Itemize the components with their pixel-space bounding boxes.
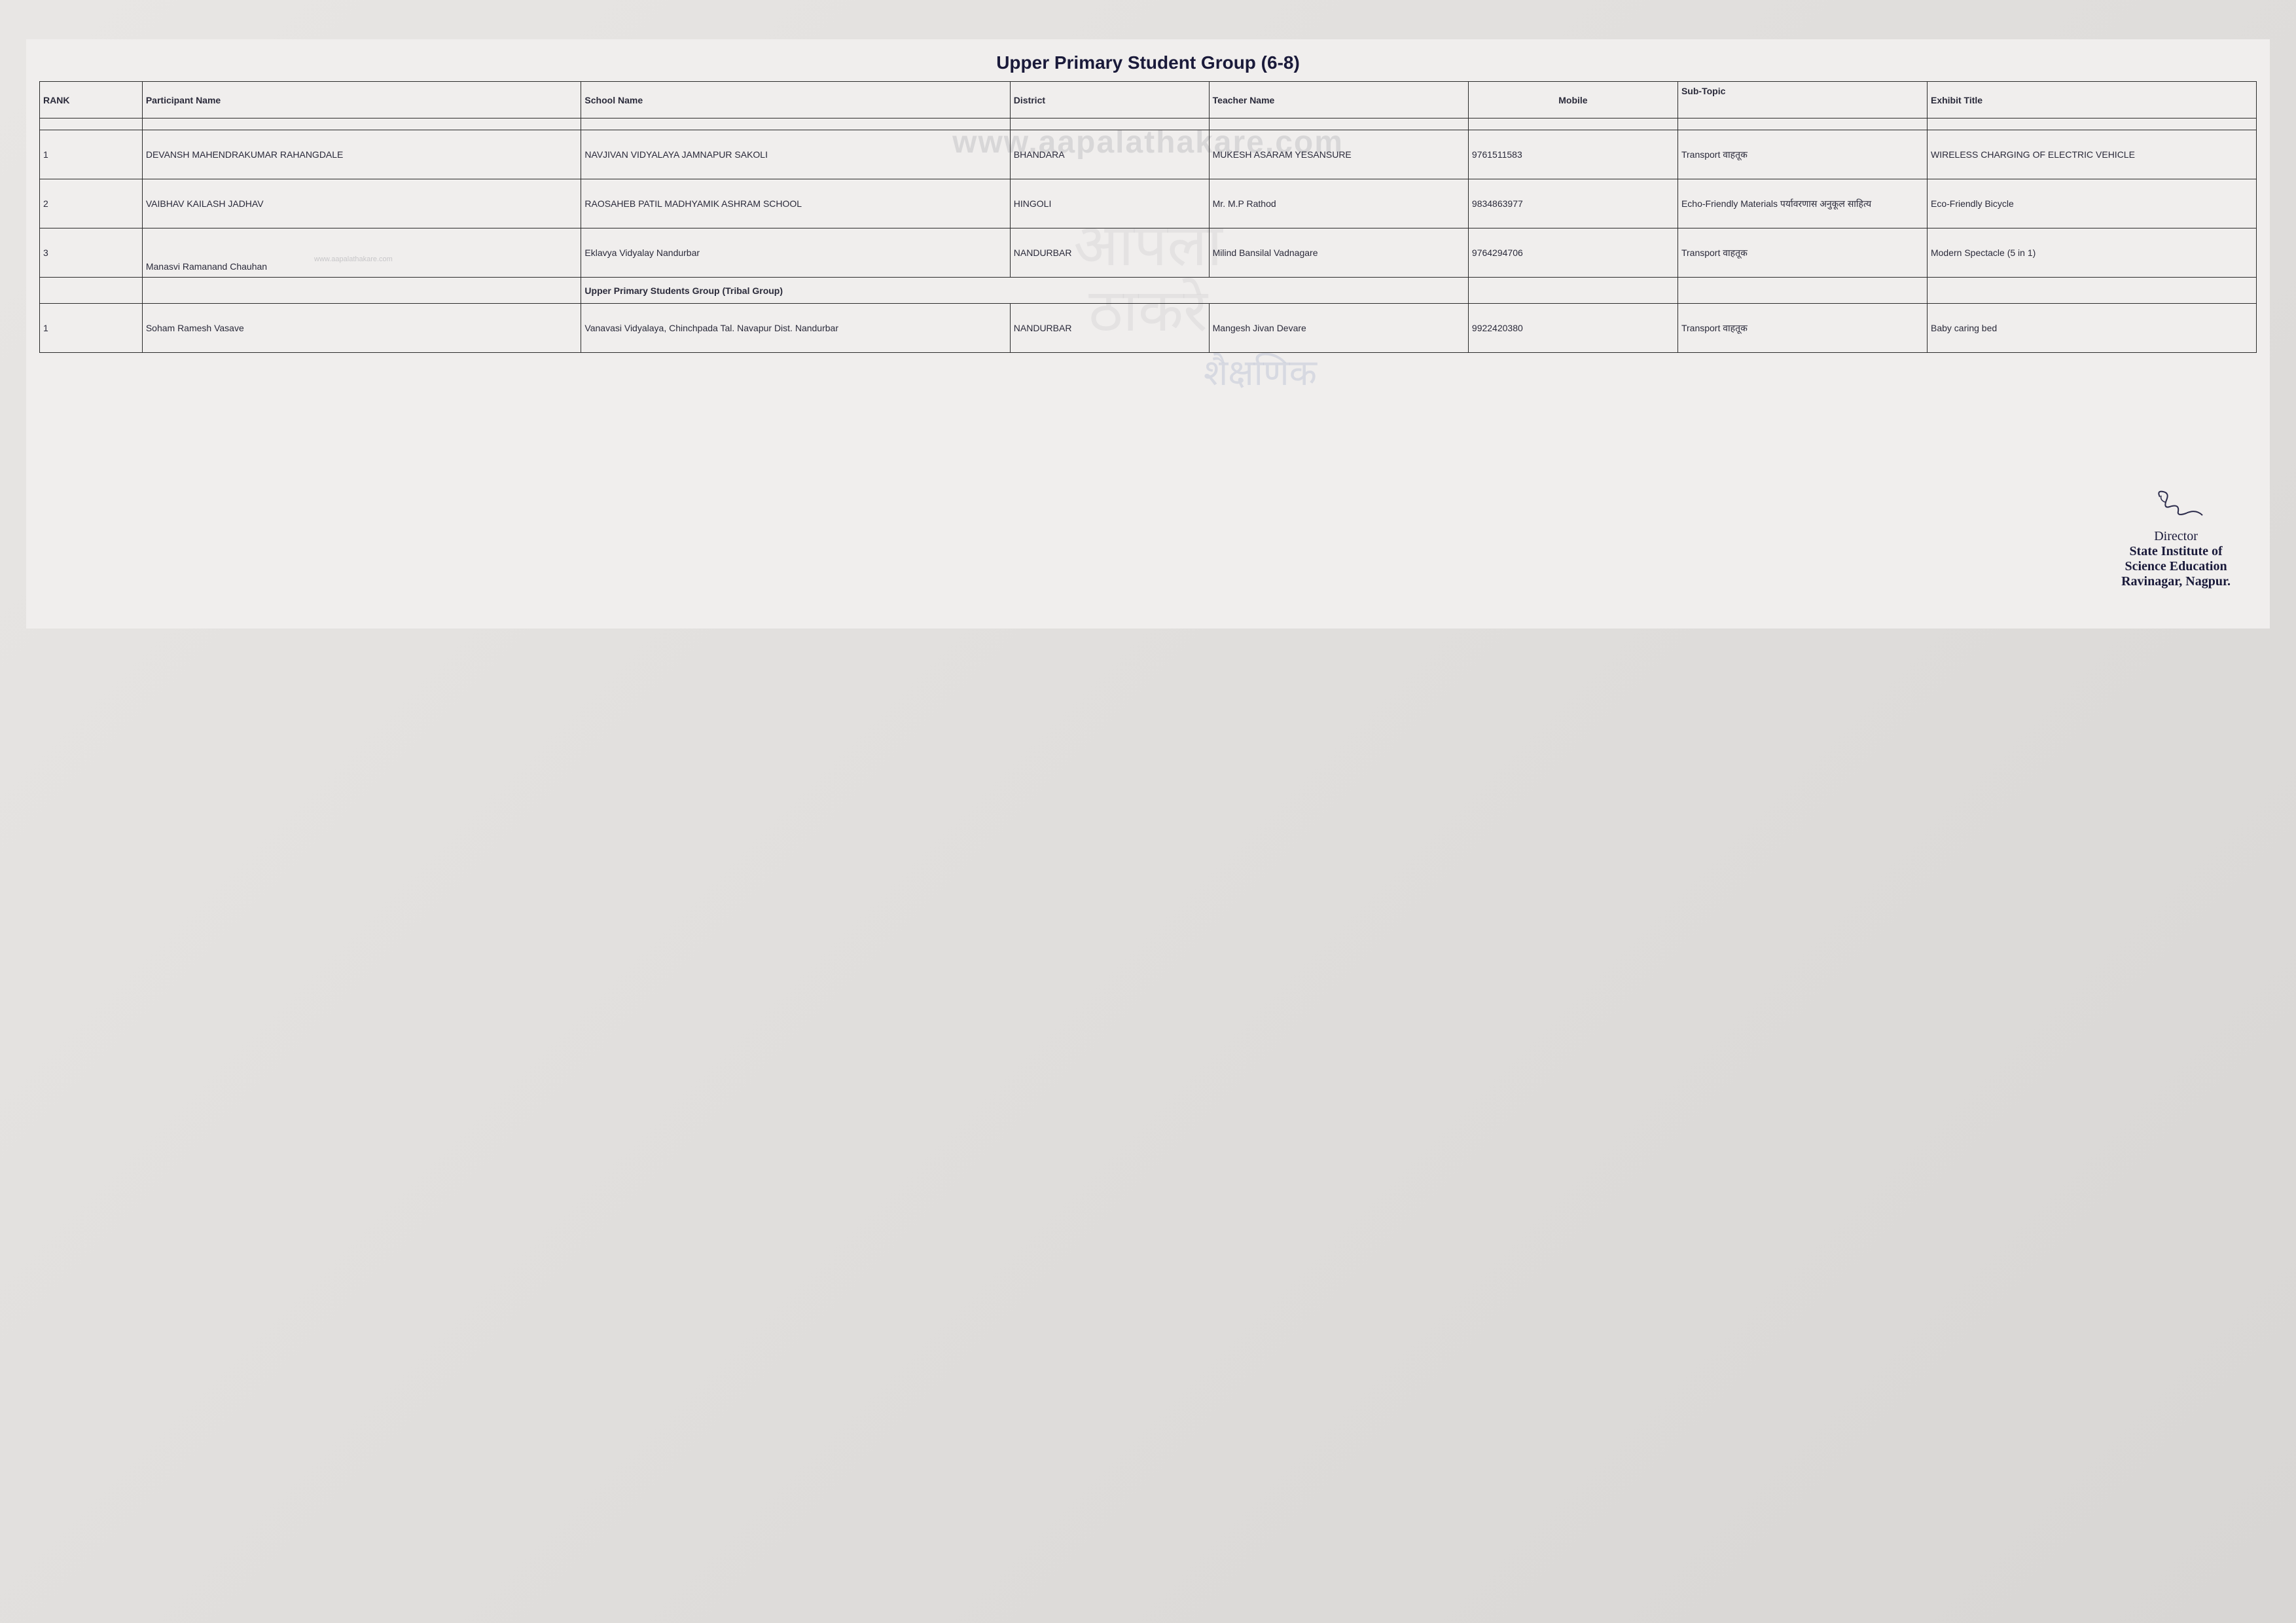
watermark-devanagari-3: शैक्षणिक <box>1204 347 1317 396</box>
cell-rank: 1 <box>40 304 143 353</box>
section-header: Upper Primary Students Group (Tribal Gro… <box>581 278 1468 304</box>
cell-school: Vanavasi Vidyalaya, Chinchpada Tal. Nava… <box>581 304 1010 353</box>
cell-participant: Manasvi Ramanand Chauhan <box>142 228 581 278</box>
col-header-rank: RANK <box>40 82 143 119</box>
cell-mobile: 9761511583 <box>1468 130 1677 179</box>
col-header-district: District <box>1010 82 1209 119</box>
col-header-school: School Name <box>581 82 1010 119</box>
cell-district: NANDURBAR <box>1010 304 1209 353</box>
signature-line-1: Director <box>2121 529 2231 544</box>
cell-subtopic: Transport वाहतूक <box>1677 304 1927 353</box>
signature-line-2: State Institute of <box>2121 544 2231 559</box>
col-header-mobile: Mobile <box>1468 82 1677 119</box>
cell-subtopic: Transport वाहतूक <box>1677 228 1927 278</box>
col-header-participant: Participant Name <box>142 82 581 119</box>
document-page: Upper Primary Student Group (6-8) www.aa… <box>26 39 2270 629</box>
cell-exhibit: WIRELESS CHARGING OF ELECTRIC VEHICLE <box>1927 130 2256 179</box>
cell-district: BHANDARA <box>1010 130 1209 179</box>
cell-rank: 3 <box>40 228 143 278</box>
cell-subtopic: Transport वाहतूक <box>1677 130 1927 179</box>
cell-subtopic: Echo-Friendly Materials पर्यावरणास अनुकू… <box>1677 179 1927 228</box>
signature-block: Director State Institute of Science Educ… <box>2121 484 2231 589</box>
cell-school: NAVJIVAN VIDYALAYA JAMNAPUR SAKOLI <box>581 130 1010 179</box>
cell-exhibit: Modern Spectacle (5 in 1) <box>1927 228 2256 278</box>
cell-school: RAOSAHEB PATIL MADHYAMIK ASHRAM SCHOOL <box>581 179 1010 228</box>
cell-rank: 2 <box>40 179 143 228</box>
cell-school: Eklavya Vidyalay Nandurbar <box>581 228 1010 278</box>
table-row: 1 DEVANSH MAHENDRAKUMAR RAHANGDALE NAVJI… <box>40 130 2257 179</box>
page-title: Upper Primary Student Group (6-8) <box>39 52 2257 73</box>
cell-participant: VAIBHAV KAILASH JADHAV <box>142 179 581 228</box>
section-header-row: Upper Primary Students Group (Tribal Gro… <box>40 278 2257 304</box>
cell-mobile: 9764294706 <box>1468 228 1677 278</box>
table-header-row: RANK Participant Name School Name Distri… <box>40 82 2257 119</box>
table-row: 3 Manasvi Ramanand Chauhan Eklavya Vidya… <box>40 228 2257 278</box>
table-row: 1 Soham Ramesh Vasave Vanavasi Vidyalaya… <box>40 304 2257 353</box>
signature-line-4: Ravinagar, Nagpur. <box>2121 574 2231 589</box>
cell-district: HINGOLI <box>1010 179 1209 228</box>
empty-row <box>40 119 2257 130</box>
results-table: RANK Participant Name School Name Distri… <box>39 81 2257 353</box>
col-header-subtopic: Sub-Topic <box>1677 82 1927 119</box>
cell-district: NANDURBAR <box>1010 228 1209 278</box>
cell-exhibit: Baby caring bed <box>1927 304 2256 353</box>
table-row: 2 VAIBHAV KAILASH JADHAV RAOSAHEB PATIL … <box>40 179 2257 228</box>
cell-rank: 1 <box>40 130 143 179</box>
cell-participant: DEVANSH MAHENDRAKUMAR RAHANGDALE <box>142 130 581 179</box>
signature-icon <box>2140 484 2212 523</box>
cell-teacher: Mangesh Jivan Devare <box>1209 304 1468 353</box>
col-header-exhibit: Exhibit Title <box>1927 82 2256 119</box>
cell-exhibit: Eco-Friendly Bicycle <box>1927 179 2256 228</box>
cell-teacher: Mr. M.P Rathod <box>1209 179 1468 228</box>
col-header-teacher: Teacher Name <box>1209 82 1468 119</box>
cell-participant: Soham Ramesh Vasave <box>142 304 581 353</box>
signature-line-3: Science Education <box>2121 559 2231 574</box>
cell-mobile: 9834863977 <box>1468 179 1677 228</box>
cell-teacher: MUKESH ASARAM YESANSURE <box>1209 130 1468 179</box>
cell-teacher: Milind Bansilal Vadnagare <box>1209 228 1468 278</box>
cell-mobile: 9922420380 <box>1468 304 1677 353</box>
